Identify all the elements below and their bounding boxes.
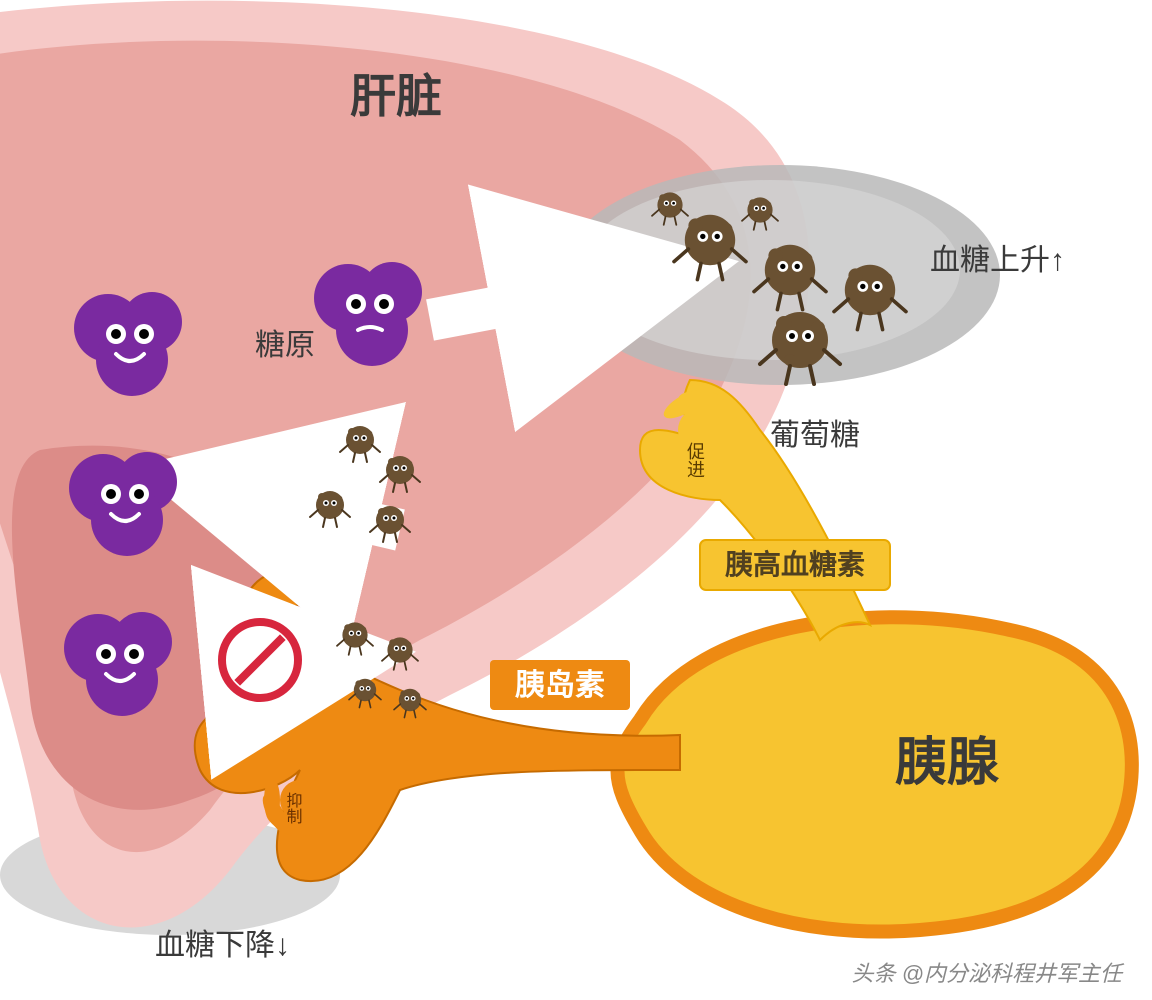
svg-text:胰高血糖素: 胰高血糖素 (725, 548, 865, 580)
label-blood-fall: 血糖下降↓ (155, 920, 290, 964)
label-blood-rise: 血糖上升↑ (930, 235, 1065, 279)
label-liver: 肝脏 (350, 60, 442, 126)
label-promote-glucagon: 促进 (685, 442, 705, 478)
label-glycogen: 糖原 (255, 320, 315, 364)
watermark: 头条 @内分泌科程井军主任 (852, 956, 1122, 988)
label-inhibit: 抑制 (284, 792, 303, 824)
pancreas-organ (618, 617, 1132, 931)
diagram-svg: 促进胰高血糖素促进抑制胰岛素 (0, 0, 1152, 1000)
svg-text:胰岛素: 胰岛素 (515, 669, 605, 702)
label-promote-insulin: 促进 (304, 586, 323, 618)
label-pancreas: 胰腺 (895, 720, 999, 795)
label-glucose: 葡萄糖 (770, 410, 860, 454)
diagram-stage: 促进胰高血糖素促进抑制胰岛素 肝脏 糖原 血糖上升↑ 葡萄糖 胰腺 血糖下降↓ … (0, 0, 1152, 1000)
arrow-blocked (225, 660, 330, 670)
